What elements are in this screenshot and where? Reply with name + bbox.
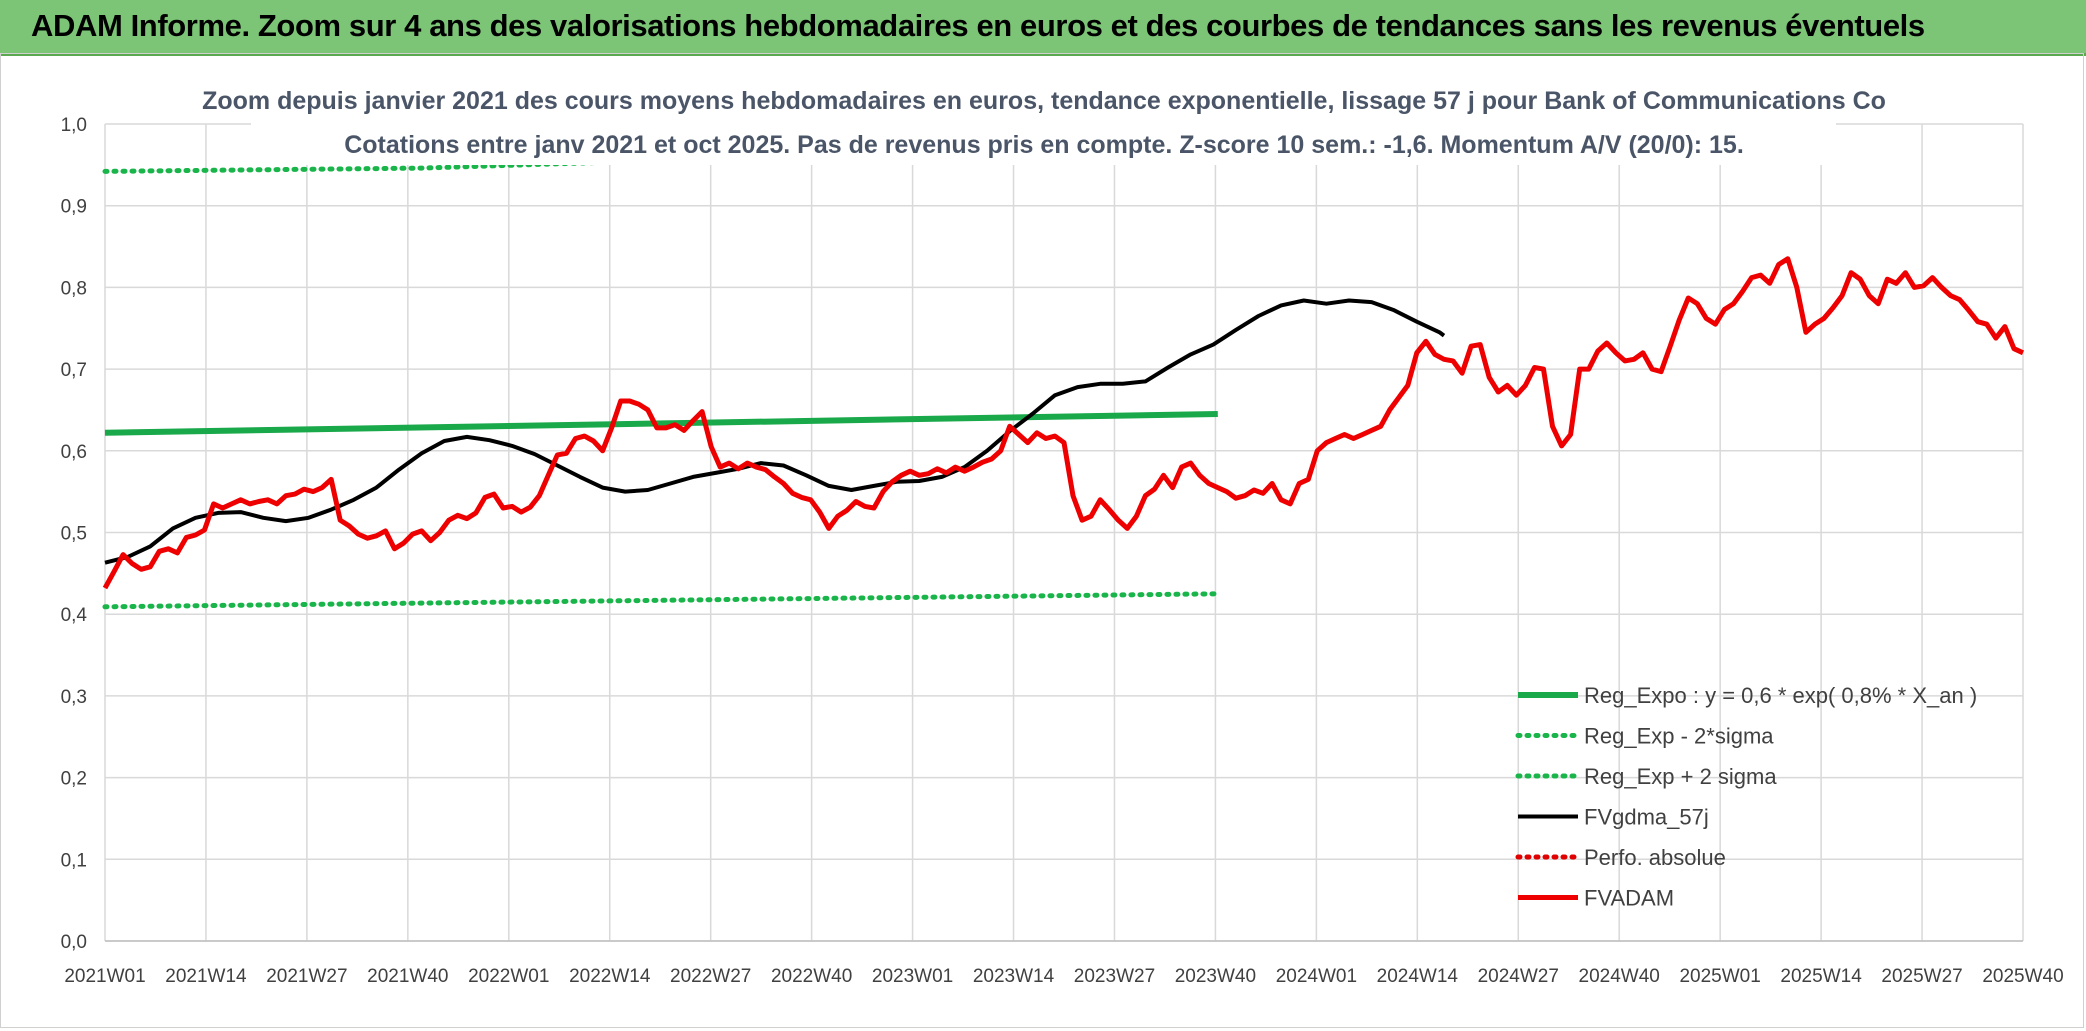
y-tick-label: 0,2 (61, 769, 87, 790)
x-axis-ticks: 2021W01 2021W14 2021W27 2021W40 2022W01 2022W… (64, 966, 2063, 987)
x-tick-label: 2022W27 (670, 966, 751, 987)
x-tick-label: 2022W40 (771, 966, 852, 987)
x-tick-label: 2023W40 (1175, 966, 1256, 987)
series-line-0 (104, 411, 1218, 436)
y-tick-label: 0,3 (61, 687, 87, 708)
legend-label: Reg_Exp - 2*sigma (1584, 724, 1774, 749)
x-tick-label: 2023W14 (973, 966, 1055, 987)
x-tick-label: 2025W40 (1982, 966, 2063, 987)
x-tick-label: 2024W27 (1478, 966, 1559, 987)
line-chart: 0,0 0,1 0,2 0,3 0,4 0,5 0,6 0,7 0,8 0,9 1,0 2021W0… (61, 81, 2064, 987)
y-tick-label: 0,7 (61, 360, 87, 381)
x-tick-label: 2022W01 (468, 966, 549, 987)
x-tick-label: 2025W01 (1679, 966, 1760, 987)
x-tick-label: 2021W40 (367, 966, 448, 987)
series-line-1 (102, 591, 1221, 610)
legend-label: Reg_Expo : y = 0,6 * exp( 0,8% * X_an ) (1584, 683, 1977, 708)
y-tick-label: 1,0 (61, 115, 87, 136)
report-banner: ADAM Informe. Zoom sur 4 ans des valoris… (0, 0, 2086, 56)
series-line-5 (102, 256, 2025, 590)
gridlines (104, 123, 2024, 942)
title-backdrop (251, 81, 1836, 165)
x-tick-label: 2025W27 (1881, 966, 1962, 987)
legend-label: FVADAM (1584, 886, 1674, 911)
y-tick-label: 0,6 (61, 442, 87, 463)
chart-title: Zoom depuis janvier 2021 des cours moyen… (202, 87, 1886, 115)
x-tick-label: 2021W01 (64, 966, 145, 987)
x-tick-label: 2024W01 (1276, 966, 1357, 987)
x-tick-label: 2024W14 (1377, 966, 1459, 987)
report-title: ADAM Informe. Zoom sur 4 ans des valoris… (31, 8, 1925, 43)
series-line-3 (104, 298, 1446, 565)
x-tick-label: 2023W27 (1074, 966, 1155, 987)
y-tick-label: 0,4 (61, 605, 88, 626)
y-tick-label: 0,5 (61, 524, 87, 545)
legend-label: Perfo. absolue (1584, 845, 1726, 870)
legend-label: FVgdma_57j (1584, 805, 1709, 830)
y-tick-label: 0,1 (61, 850, 87, 871)
chart-subtitle: Cotations entre janv 2021 et oct 2025. P… (344, 131, 1744, 159)
legend-label: Reg_Exp + 2 sigma (1584, 764, 1777, 789)
y-tick-label: 0,9 (61, 197, 87, 218)
y-tick-label: 0,8 (61, 278, 87, 299)
y-axis-ticks: 0,0 0,1 0,2 0,3 0,4 0,5 0,6 0,7 0,8 0,9 1,0 (61, 115, 88, 953)
x-tick-label: 2022W14 (569, 966, 651, 987)
x-tick-label: 2025W14 (1780, 966, 1862, 987)
x-tick-label: 2021W27 (266, 966, 347, 987)
x-tick-label: 2023W01 (872, 966, 953, 987)
chart-frame: 0,0 0,1 0,2 0,3 0,4 0,5 0,6 0,7 0,8 0,9 1,0 2021W0… (0, 53, 2084, 1028)
legend: Reg_Expo : y = 0,6 * exp( 0,8% * X_an ) R… (1515, 683, 1977, 911)
x-tick-label: 2021W14 (165, 966, 247, 987)
series-lines (102, 140, 2025, 610)
x-tick-label: 2024W40 (1579, 966, 1660, 987)
y-tick-label: 0,0 (61, 932, 87, 953)
